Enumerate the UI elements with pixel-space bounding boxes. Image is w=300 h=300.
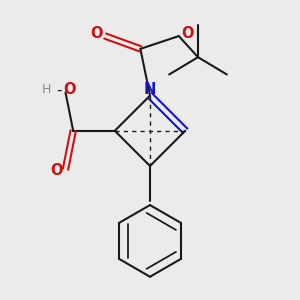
Text: O: O (90, 26, 103, 41)
Text: O: O (182, 26, 194, 41)
Text: N: N (144, 82, 156, 97)
Text: -: - (56, 82, 62, 97)
Text: H: H (42, 83, 51, 96)
Text: O: O (64, 82, 76, 97)
Text: O: O (50, 163, 63, 178)
